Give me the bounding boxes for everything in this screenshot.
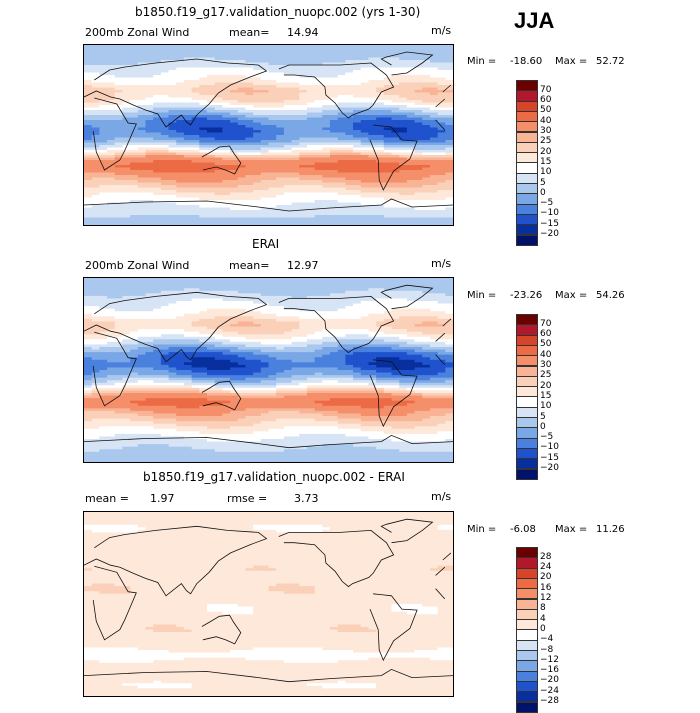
panel2-title: ERAI: [252, 237, 279, 251]
contour-cell: [361, 223, 369, 226]
contour-cell: [222, 223, 230, 226]
colorbar-label: 30: [540, 127, 551, 136]
contour-cell: [392, 223, 400, 226]
contour-cell: [353, 223, 361, 226]
panel1-max-label: Max =: [555, 56, 587, 67]
contour-cell: [192, 223, 200, 226]
contour-cell: [422, 223, 430, 226]
panel2-map-svg: [84, 278, 453, 462]
colorbar-label: 25: [540, 137, 551, 146]
contour-cell: [330, 223, 338, 226]
contour-cell: [253, 223, 261, 226]
contour-cell: [238, 223, 246, 226]
colorbar-label: 70: [540, 86, 551, 95]
colorbar-label: 20: [540, 148, 551, 157]
contour-cell: [169, 223, 177, 226]
colorbar-label: −15: [540, 220, 559, 229]
contour-cell: [199, 223, 207, 226]
contour-cell: [307, 223, 315, 226]
season-label: JJA: [514, 8, 554, 34]
contour-cell: [399, 223, 407, 226]
colorbar-label: −5: [540, 199, 553, 208]
contour-cell: [276, 223, 284, 226]
contour-cell: [368, 223, 376, 226]
contour-cell: [292, 223, 300, 226]
contour-cell: [230, 223, 238, 226]
panel1-variable: 200mb Zonal Wind: [85, 26, 189, 39]
contour-cell: [322, 223, 330, 226]
panel1-min-value: -18.60: [510, 56, 542, 67]
contour-cell: [384, 223, 392, 226]
colorbar-label: 50: [540, 106, 551, 115]
contour-cell: [84, 223, 92, 226]
panel1-title: b1850.f19_g17.validation_nuopc.002 (yrs …: [135, 5, 420, 19]
contour-cell: [207, 223, 215, 226]
contour-cell: [107, 223, 115, 226]
contour-cell: [445, 223, 453, 226]
contour-cell: [92, 223, 100, 226]
contour-cell: [415, 223, 423, 226]
panel2-mean-value: 12.97: [287, 259, 319, 272]
panel2-map: [83, 277, 454, 463]
panel2-max-value: 54.26: [596, 290, 625, 301]
panel2-max-label: Max =: [555, 290, 587, 301]
contour-cell: [299, 223, 307, 226]
contour-cell: [261, 223, 269, 226]
contour-cell: [345, 223, 353, 226]
contour-cell: [138, 223, 146, 226]
panel1-units: m/s: [431, 24, 451, 37]
contour-cell: [130, 223, 138, 226]
panel2-variable: 200mb Zonal Wind: [85, 259, 189, 272]
contour-cell: [184, 223, 192, 226]
contour-cell: [176, 223, 184, 226]
panel2-units: m/s: [431, 257, 451, 270]
colorbar-label: 60: [540, 96, 551, 105]
contour-cell: [407, 223, 415, 226]
contour-cell: [245, 223, 253, 226]
contour-cell: [161, 223, 169, 226]
contour-cell: [146, 223, 154, 226]
contour-cell: [122, 223, 130, 226]
contour-cell: [284, 223, 292, 226]
panel1-mean-value: 14.94: [287, 26, 319, 39]
colorbar-label: 0: [540, 189, 546, 198]
contour-cell: [99, 223, 107, 226]
panel1-min-label: Min =: [467, 56, 496, 67]
colorbar-swatch: [516, 235, 538, 246]
contour-cell: [269, 223, 277, 226]
contour-cell: [376, 223, 384, 226]
contour-cell: [430, 223, 438, 226]
colorbar-label: 5: [540, 179, 546, 188]
colorbar-label: 15: [540, 158, 551, 167]
colorbar-label: −10: [540, 209, 559, 218]
contour-cell: [438, 223, 446, 226]
colorbar-label: 10: [540, 168, 551, 177]
panel2-min-value: -23.26: [510, 290, 542, 301]
panel1-map-svg: [84, 45, 453, 225]
contour-cell: [315, 223, 323, 226]
contour-cell: [215, 223, 223, 226]
colorbar-label: 40: [540, 117, 551, 126]
panel1-map: [83, 44, 454, 226]
contour-cell: [115, 223, 123, 226]
contour-cell: [338, 223, 346, 226]
panel1-max-value: 52.72: [596, 56, 625, 67]
contour-cell: [153, 223, 161, 226]
panel1-mean-label: mean=: [229, 26, 269, 39]
panel2-min-label: Min =: [467, 290, 496, 301]
colorbar-label: −20: [540, 230, 559, 239]
panel2-mean-label: mean=: [229, 259, 269, 272]
